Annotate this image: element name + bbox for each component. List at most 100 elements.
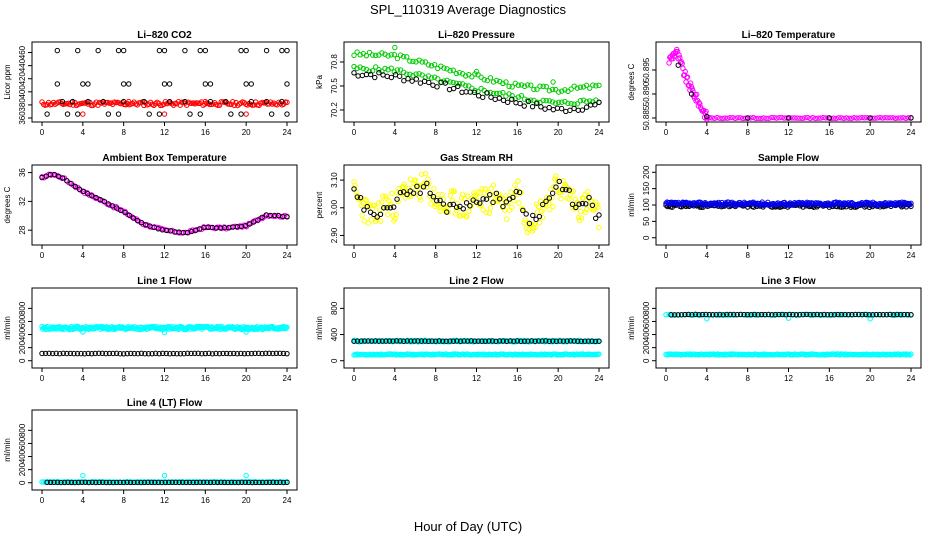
data-point	[378, 199, 385, 205]
y-axis-label: ml/min	[315, 316, 324, 340]
x-tick-label: 24	[595, 374, 604, 383]
data-point	[748, 311, 754, 318]
data-point	[152, 350, 159, 357]
data-point	[360, 65, 367, 72]
data-point	[101, 198, 107, 205]
data-point	[85, 350, 91, 357]
data-point	[149, 350, 155, 357]
x-tick-label: 4	[393, 374, 398, 383]
data-point	[500, 89, 506, 96]
data-point	[61, 479, 68, 486]
data-point	[592, 338, 599, 344]
data-point	[735, 115, 741, 121]
data-point	[560, 338, 567, 344]
data-point	[47, 479, 54, 486]
data-point	[39, 350, 45, 357]
data-point	[420, 184, 427, 190]
data-point	[394, 55, 401, 62]
data-point	[68, 180, 74, 187]
data-point	[457, 213, 464, 219]
data-point	[518, 82, 525, 88]
x-tick-label: 0	[664, 251, 669, 260]
data-point	[89, 350, 95, 357]
data-point	[831, 312, 838, 318]
y-tick-label: 800	[18, 301, 27, 315]
data-point	[546, 98, 553, 104]
data-point	[220, 350, 226, 357]
data-point	[715, 351, 721, 357]
data-point	[516, 189, 523, 196]
y-tick-label: 0	[642, 358, 651, 363]
data-point	[549, 190, 556, 196]
data-point	[100, 479, 106, 486]
data-point	[284, 47, 290, 54]
data-point	[783, 312, 789, 318]
x-tick-label: 16	[825, 251, 834, 260]
x-tick-label: 24	[283, 128, 292, 137]
data-point	[251, 219, 257, 225]
data-point	[120, 351, 127, 357]
x-tick-label: 12	[784, 374, 793, 383]
data-point	[703, 108, 709, 115]
data-point	[675, 312, 681, 318]
data-point	[68, 479, 75, 486]
data-point	[156, 350, 162, 357]
x-tick-label: 12	[472, 128, 481, 137]
data-point	[354, 49, 360, 55]
data-point	[49, 325, 55, 332]
data-point	[142, 351, 148, 357]
y-tick-label: 3.10	[330, 172, 339, 188]
data-point	[804, 114, 811, 121]
x-tick-label: 20	[866, 251, 875, 260]
data-point	[270, 350, 276, 357]
data-point	[817, 311, 824, 318]
series-2	[80, 98, 249, 117]
data-point	[549, 99, 556, 105]
data-point	[709, 115, 715, 121]
data-point	[566, 187, 572, 193]
data-point	[906, 200, 912, 207]
data-point	[361, 338, 368, 344]
data-point	[453, 80, 460, 87]
x-tick-label: 16	[825, 374, 834, 383]
data-point	[676, 52, 682, 58]
data-point	[437, 197, 443, 204]
data-point	[188, 350, 194, 357]
data-point	[824, 311, 831, 318]
data-point	[60, 350, 67, 357]
data-point	[493, 90, 500, 97]
data-point	[85, 98, 91, 105]
data-point	[361, 218, 367, 224]
data-point	[422, 59, 429, 65]
data-point	[892, 115, 899, 122]
panel-title: Sample Flow	[758, 153, 819, 164]
data-point	[450, 338, 457, 344]
data-point	[64, 111, 71, 117]
x-tick-label: 4	[705, 251, 710, 260]
series-3	[44, 479, 290, 486]
data-point	[663, 311, 669, 318]
data-point	[391, 51, 398, 58]
data-point	[671, 312, 678, 318]
data-point	[228, 111, 234, 117]
data-point	[789, 115, 795, 121]
data-point	[490, 182, 497, 188]
data-point	[120, 98, 127, 105]
data-point	[391, 204, 397, 210]
data-point	[138, 350, 145, 356]
data-point	[568, 100, 574, 107]
x-tick-label: 0	[352, 251, 357, 260]
data-point	[401, 181, 407, 188]
data-point	[218, 479, 224, 485]
data-point	[540, 97, 546, 104]
data-point	[161, 329, 168, 336]
data-point	[697, 101, 703, 107]
y-axis-label: ml/min	[627, 193, 636, 217]
data-point	[869, 115, 875, 121]
data-point	[148, 479, 155, 485]
data-point	[902, 200, 909, 206]
data-point	[441, 65, 447, 71]
data-point	[800, 311, 806, 318]
data-point	[509, 84, 515, 90]
x-tick-label: 8	[745, 251, 750, 260]
